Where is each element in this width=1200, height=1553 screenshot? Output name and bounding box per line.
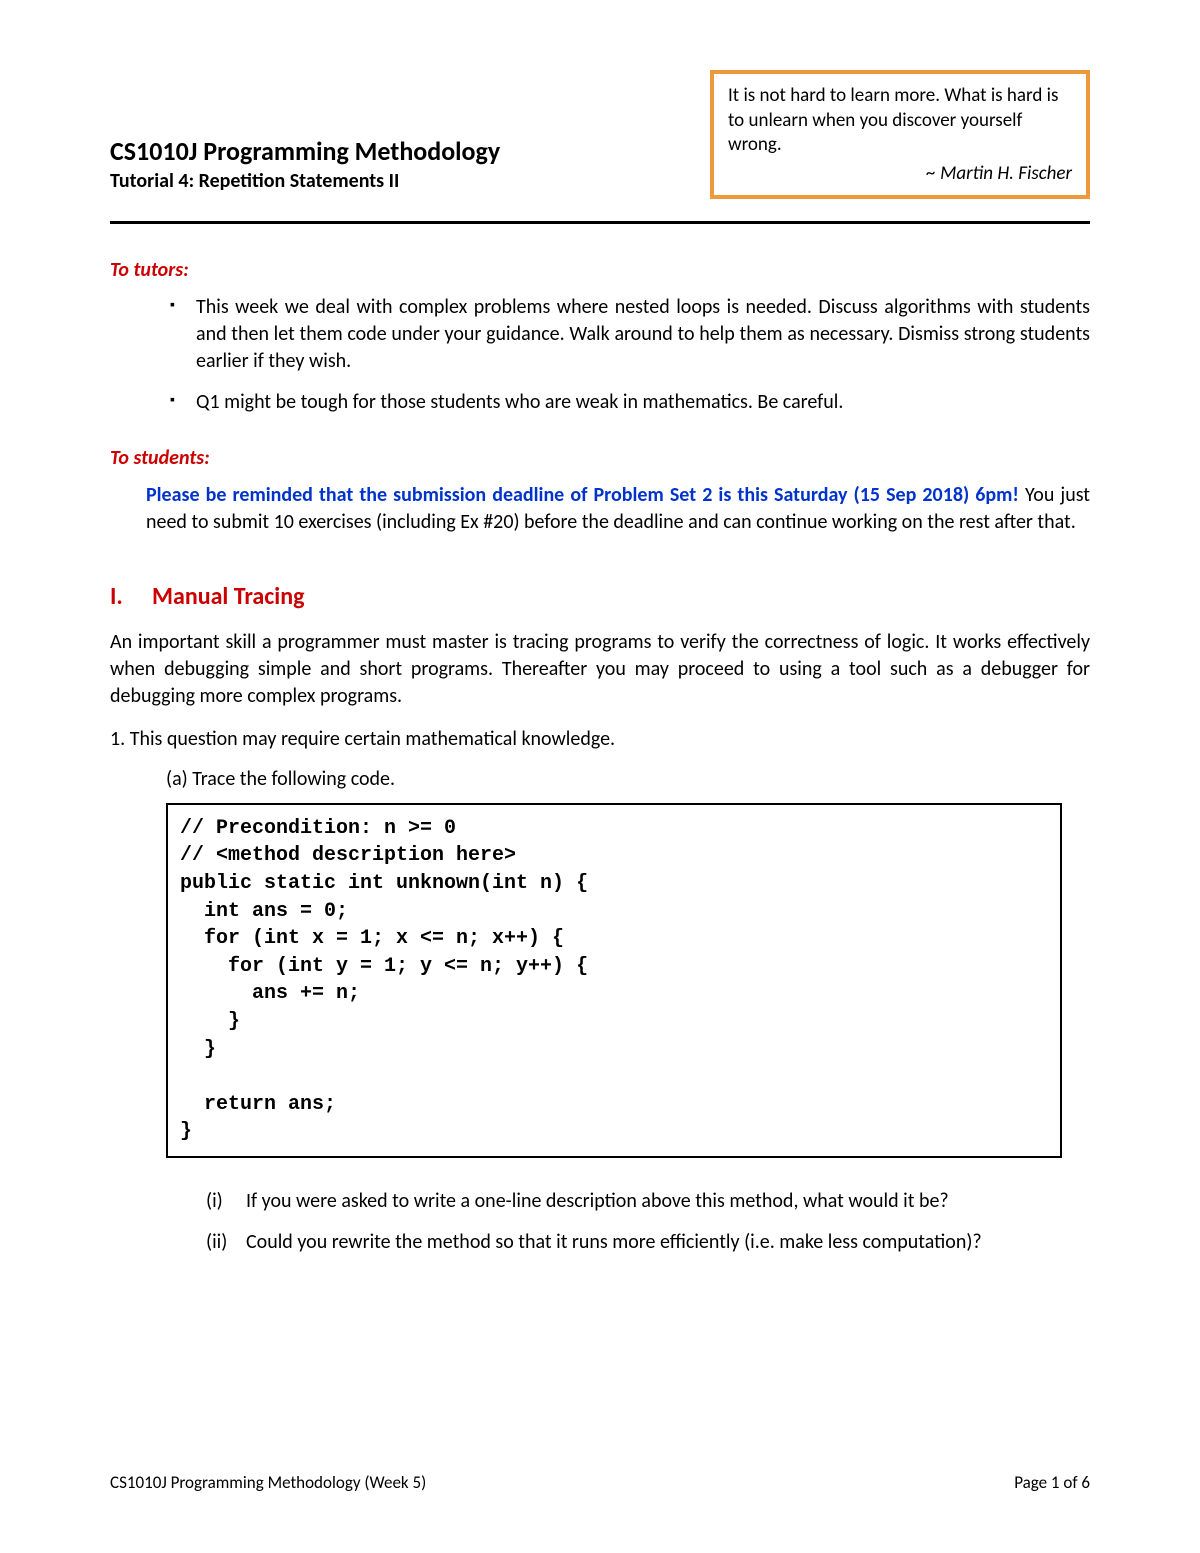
- footer-left: CS1010J Programming Methodology (Week 5): [110, 1472, 426, 1493]
- question-1: 1. This question may require certain mat…: [136, 726, 1090, 753]
- section-intro: An important skill a programmer must mas…: [110, 629, 1090, 710]
- header-divider: [110, 221, 1090, 224]
- roman-marker: (i): [206, 1188, 246, 1215]
- tutors-item: Q1 might be tough for those students who…: [170, 389, 1090, 416]
- roman-marker: (ii): [206, 1229, 246, 1256]
- students-block: Please be reminded that the submission d…: [146, 482, 1090, 536]
- sub-question-ii: (ii) Could you rewrite the method so tha…: [206, 1229, 1090, 1256]
- tutors-list: This week we deal with complex problems …: [170, 294, 1090, 416]
- quote-attribution: ~ Martin H. Fischer: [728, 162, 1072, 187]
- tutors-item: This week we deal with complex problems …: [170, 294, 1090, 375]
- section-heading: I.Manual Tracing: [110, 582, 1090, 611]
- course-title: CS1010J Programming Methodology: [110, 135, 500, 167]
- footer-right: Page 1 of 6: [1014, 1472, 1090, 1493]
- tutors-label: To tutors:: [110, 258, 1090, 282]
- header-row: CS1010J Programming Methodology Tutorial…: [110, 70, 1090, 199]
- question-1a: (a) Trace the following code.: [166, 767, 1090, 791]
- students-label: To students:: [110, 446, 1090, 470]
- students-lead: Please be reminded that the submission d…: [146, 483, 594, 507]
- page-footer: CS1010J Programming Methodology (Week 5)…: [110, 1472, 1090, 1493]
- section-number: I.: [110, 582, 152, 611]
- sub-question-i: (i) If you were asked to write a one-lin…: [206, 1188, 1090, 1215]
- title-block: CS1010J Programming Methodology Tutorial…: [110, 135, 500, 199]
- roman-text: Could you rewrite the method so that it …: [246, 1229, 1090, 1256]
- roman-list: (i) If you were asked to write a one-lin…: [206, 1188, 1090, 1256]
- students-bold: Problem Set 2 is this Saturday (15 Sep 2…: [594, 483, 1019, 507]
- section-title: Manual Tracing: [152, 582, 304, 611]
- tutorial-subtitle: Tutorial 4: Repetition Statements II: [110, 169, 500, 193]
- roman-text: If you were asked to write a one-line de…: [246, 1188, 1090, 1215]
- quote-box: It is not hard to learn more. What is ha…: [710, 70, 1090, 199]
- code-block: // Precondition: n >= 0 // <method descr…: [166, 803, 1062, 1158]
- quote-text: It is not hard to learn more. What is ha…: [728, 84, 1072, 158]
